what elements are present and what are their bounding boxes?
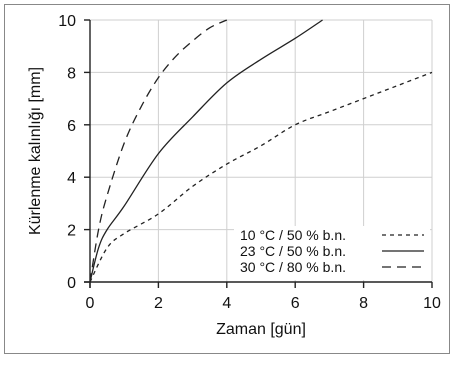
- x-tick-label-5: 10: [423, 295, 441, 312]
- x-tick-label-0: 0: [86, 295, 95, 312]
- legend: 10 °C / 50 % b.n.23 °C / 50 % b.n.30 °C …: [234, 226, 430, 280]
- legend-label-0: 10 °C / 50 % b.n.: [240, 227, 346, 243]
- series-line-0: [89, 71, 433, 283]
- legend-label-2: 30 °C / 80 % b.n.: [240, 259, 346, 275]
- y-axis-label: Kürlenme kalınlığı [mm]: [27, 67, 44, 235]
- x-tick-label-2: 4: [222, 295, 231, 312]
- x-tick-label-3: 6: [291, 295, 300, 312]
- y-tick-label-2: 4: [67, 170, 76, 187]
- y-tick-label-4: 8: [67, 65, 76, 82]
- y-tick-label-1: 2: [67, 223, 76, 240]
- series-line-1: [89, 19, 323, 283]
- axes: [84, 19, 433, 288]
- y-tick-label-5: 10: [58, 13, 76, 30]
- series-line-2: [89, 19, 228, 283]
- tick-labels: 0 2 4 6 8 10 0 2 4 6 8 10: [58, 13, 441, 312]
- chart-frame: [4, 4, 450, 354]
- x-axis-label: Zaman [gün]: [216, 321, 306, 338]
- x-tick-label-4: 8: [359, 295, 368, 312]
- series-layer: [89, 19, 433, 283]
- legend-background: [234, 226, 430, 280]
- x-tick-label-1: 2: [154, 295, 163, 312]
- legend-label-1: 23 °C / 50 % b.n.: [240, 243, 346, 259]
- y-tick-label-3: 6: [67, 118, 76, 135]
- y-tick-label-0: 0: [67, 275, 76, 292]
